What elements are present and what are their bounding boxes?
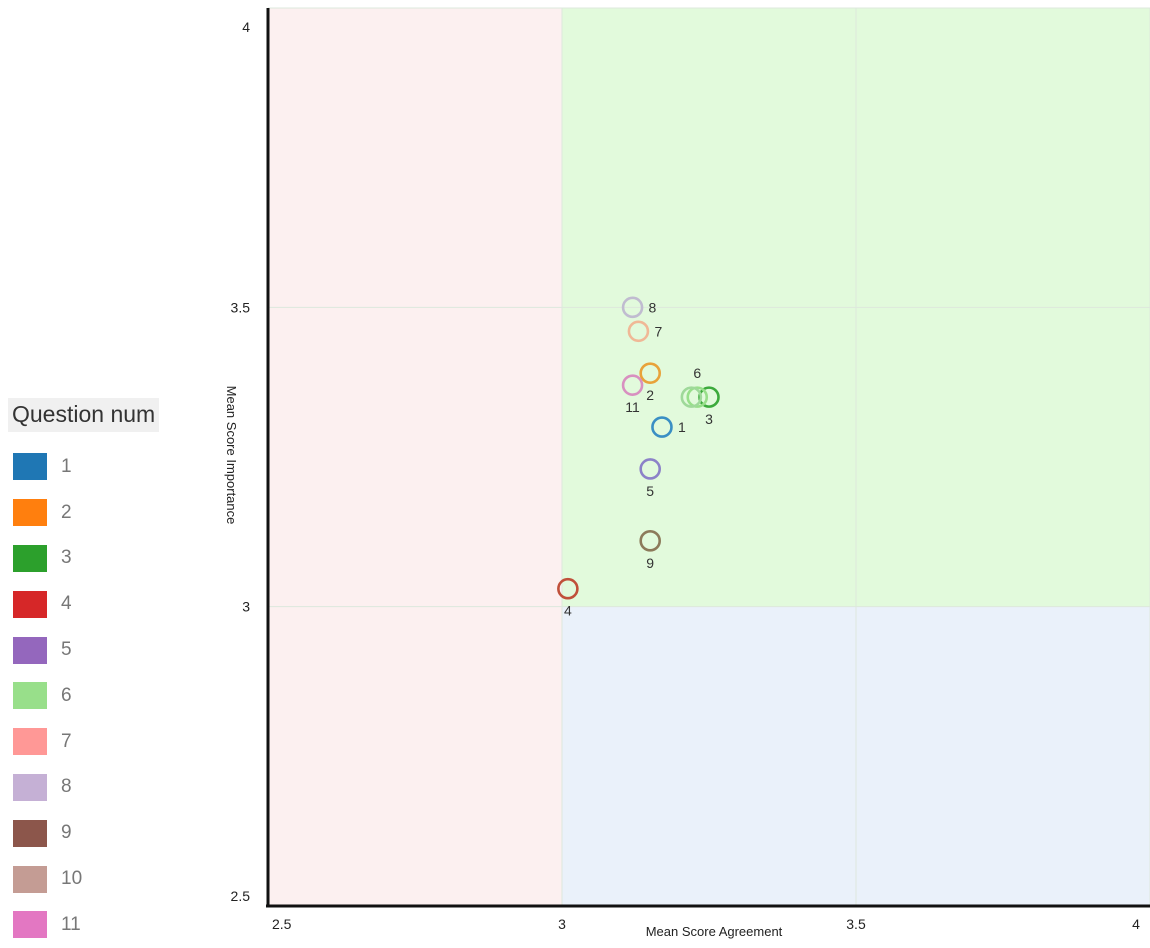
- axes: [266, 8, 1150, 908]
- legend-item-4: 4: [8, 581, 204, 627]
- data-point-2: [639, 362, 662, 384]
- legend-item-5: 5: [8, 627, 204, 673]
- legend-swatch: [13, 865, 47, 893]
- legend-item-1: 1: [8, 444, 204, 490]
- data-label-9: 9: [646, 555, 654, 571]
- data-point-extra: [680, 386, 703, 408]
- quadrant-1: [268, 8, 562, 906]
- quadrant-backgrounds: [268, 8, 1150, 906]
- data-label-6: 6: [693, 365, 701, 381]
- legend-item-7: 7: [8, 719, 204, 765]
- legend-item-2: 2: [8, 490, 204, 536]
- legend-title: Question num: [8, 398, 160, 432]
- data-point-4: [557, 577, 579, 600]
- y-tick-labels: 2.5 3 3.5 4: [231, 19, 251, 904]
- legend-swatch: [13, 819, 47, 847]
- legend-swatch: [13, 728, 47, 756]
- data-label-3: 3: [705, 411, 713, 427]
- legend-item-11: 11: [8, 902, 204, 948]
- legend-item-10: 10: [8, 856, 204, 902]
- legend-swatch: [13, 636, 47, 664]
- data-label-8: 8: [649, 299, 657, 315]
- legend-label: 11: [61, 913, 81, 935]
- legend-label: 9: [61, 822, 72, 844]
- legend-item-6: 6: [8, 673, 204, 719]
- data-point-8: [621, 296, 644, 319]
- legend-label: 1: [61, 455, 72, 477]
- legend-swatch: [13, 544, 47, 572]
- legend-label: 3: [61, 547, 72, 569]
- y-tick-label: 3.5: [231, 299, 251, 315]
- legend-swatch: [13, 682, 47, 710]
- data-point-5: [639, 458, 662, 480]
- legend-swatch: [13, 590, 47, 618]
- data-point-3: [698, 386, 720, 408]
- x-tick-labels: 2.5 3 3.5 4: [272, 916, 1140, 932]
- legend-swatch: [13, 911, 47, 939]
- x-tick-label: 4: [1132, 916, 1140, 932]
- legend-item-8: 8: [8, 765, 204, 811]
- data-label-4: 4: [564, 603, 572, 619]
- legend-label: 8: [61, 776, 72, 798]
- y-tick-label: 4: [242, 19, 250, 35]
- y-tick-label: 2.5: [231, 888, 251, 904]
- data-label-7: 7: [654, 323, 662, 339]
- legend-label: 2: [61, 501, 72, 523]
- x-axis-title: Mean Score Agreement: [646, 924, 783, 939]
- legend-items: 1 2 3 4 5 6 7 8 9 10 11: [8, 444, 204, 948]
- legend-item-3: 3: [8, 536, 204, 582]
- gridlines: [268, 7, 1150, 906]
- x-tick-label: 3.5: [846, 916, 866, 932]
- legend-swatch: [13, 453, 47, 481]
- legend-label: 5: [61, 639, 72, 661]
- legend-label: 6: [61, 684, 72, 706]
- legend-label: 10: [61, 868, 83, 890]
- data-point-7: [627, 320, 650, 343]
- data-label-5: 5: [646, 483, 654, 499]
- legend-item-9: 9: [8, 810, 204, 856]
- x-tick-label: 3: [558, 916, 566, 932]
- data-point-9: [639, 530, 662, 552]
- legend-label: 7: [61, 730, 72, 752]
- legend-swatch: [13, 773, 47, 801]
- legend: Question num 1 2 3 4 5 6 7 8 9 10 11: [8, 398, 204, 948]
- y-tick-label: 3: [242, 599, 250, 615]
- legend-swatch: [13, 499, 47, 527]
- data-label-11: 11: [625, 399, 640, 415]
- data-point-1: [651, 416, 673, 438]
- data-point-11: [621, 374, 644, 396]
- data-point-6: [686, 386, 709, 408]
- data-label-1: 1: [678, 419, 686, 435]
- data-label-2: 2: [646, 387, 654, 403]
- legend-label: 4: [61, 593, 72, 615]
- x-tick-label: 2.5: [272, 916, 292, 932]
- data-points: 1 2 3 4 5 6 7 8 9 11: [557, 296, 720, 619]
- y-axis-title: Mean Score Importance: [224, 386, 239, 525]
